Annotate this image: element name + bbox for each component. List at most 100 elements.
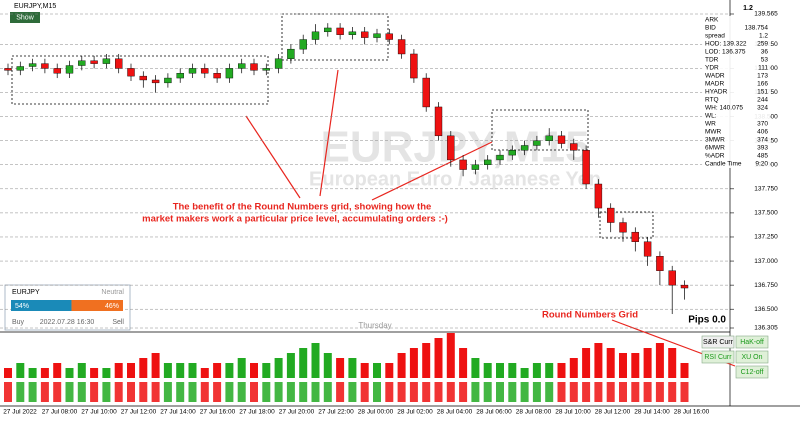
info-key: HYADR (705, 89, 728, 96)
x-tick-label: 27 Jul 22:00 (318, 409, 354, 416)
volume-bar (336, 358, 345, 378)
info-header: 1.2 (743, 5, 753, 12)
candle-body (373, 33, 381, 38)
volume-bar (446, 333, 455, 378)
info-value: 138.754 (745, 25, 769, 32)
candle-body (643, 241, 652, 257)
show-button-label[interactable]: Show (16, 14, 34, 21)
candle-body (127, 68, 135, 77)
candle-body (496, 154, 504, 161)
volume-bar (496, 363, 504, 378)
volume-bar (459, 348, 468, 378)
volume-bar (409, 348, 418, 378)
signal-strip (422, 382, 431, 402)
signal-strip (459, 382, 468, 402)
signal-strip (188, 382, 197, 402)
indicator-button-label[interactable]: RSI Curr (704, 354, 732, 361)
indicator-button[interactable] (701, 335, 735, 349)
sell-bar (71, 300, 123, 311)
volume-bar (471, 358, 480, 378)
volume-bar (323, 353, 332, 378)
candle-body (594, 183, 603, 209)
widget-time: 2022.07.28 16:30 (40, 319, 95, 326)
volume-bar (90, 368, 99, 378)
signal-strip (139, 382, 148, 402)
indicator-button-label[interactable]: HaK-off (740, 339, 764, 346)
y-tick-label: 137.250 (754, 234, 778, 241)
indicator-button-label[interactable]: C12-off (741, 369, 764, 376)
candle-body (213, 73, 221, 79)
signal-strip (606, 382, 615, 402)
volume-bar (163, 363, 172, 378)
candle-body (164, 77, 172, 84)
x-tick-label: 27 Jul 10:00 (81, 409, 117, 416)
info-key: HOD: 139.322 (705, 41, 747, 48)
indicator-button-label[interactable]: S&R Curr (703, 339, 734, 346)
x-tick-label: 28 Jul 16:00 (674, 409, 710, 416)
candle-body (237, 63, 246, 69)
volume-bar (311, 343, 320, 378)
grid-label: Round Numbers Grid (542, 310, 638, 321)
info-key: Candle Time (705, 161, 742, 168)
candle-body (151, 79, 160, 84)
signal-strip (631, 382, 640, 402)
candle-body (607, 207, 615, 223)
signal-strip (655, 382, 664, 402)
volume-bar (299, 348, 308, 378)
candle-body (41, 63, 49, 69)
x-tick-label: 28 Jul 14:00 (634, 409, 670, 416)
candle-body (16, 66, 24, 71)
info-key: WADR (705, 73, 725, 80)
candle-body (53, 68, 61, 74)
info-value: 374 (757, 137, 768, 144)
volume-bar (348, 358, 357, 378)
indicator-button[interactable] (701, 350, 735, 364)
candle-body (201, 68, 209, 74)
x-tick-label: 27 Jul 18:00 (239, 409, 275, 416)
candle-body (336, 27, 344, 35)
signal-strip (323, 382, 332, 402)
signal-strip (16, 382, 25, 402)
candle-body (570, 143, 578, 151)
buy-bar (11, 300, 72, 311)
volume-bar (237, 358, 246, 378)
info-value: 53 (761, 57, 769, 64)
x-tick-label: 27 Jul 2022 (3, 409, 37, 416)
info-value: 244 (757, 97, 768, 104)
volume-bar (520, 368, 529, 378)
candle-body (225, 68, 234, 79)
y-tick-label: 137.500 (754, 210, 778, 217)
info-key: YDR (705, 65, 719, 72)
info-key: BID (705, 25, 716, 32)
volume-bar (102, 368, 111, 378)
candle-body (471, 164, 480, 170)
volume-bar (286, 353, 295, 378)
show-button[interactable] (10, 12, 40, 23)
signal-strip (311, 382, 320, 402)
signal-strip (28, 382, 37, 402)
info-value: 324 (757, 105, 768, 112)
indicator-button[interactable] (735, 365, 769, 379)
volume-bar (139, 358, 148, 378)
volume-bar (225, 363, 234, 378)
day-label: Thursday (358, 321, 391, 330)
volume-bar (606, 348, 615, 378)
volume-bar (114, 363, 123, 378)
signal-strip (373, 382, 381, 402)
signal-strip (4, 382, 12, 402)
pips-label: Pips 0.0 (688, 315, 726, 326)
indicator-button-label[interactable]: XU On (741, 354, 762, 361)
indicator-button[interactable] (735, 335, 769, 349)
volume-bar (4, 368, 12, 378)
signal-strip (102, 382, 111, 402)
signal-strip (114, 382, 123, 402)
info-value: 151 (757, 89, 768, 96)
signal-strip (434, 382, 443, 402)
candle-body (631, 231, 639, 242)
signal-strip (483, 382, 492, 402)
indicator-button[interactable] (735, 350, 769, 364)
signal-strip (582, 382, 591, 402)
x-tick-label: 27 Jul 08:00 (42, 409, 78, 416)
candle-body (557, 135, 566, 144)
signal-strip (53, 382, 62, 402)
